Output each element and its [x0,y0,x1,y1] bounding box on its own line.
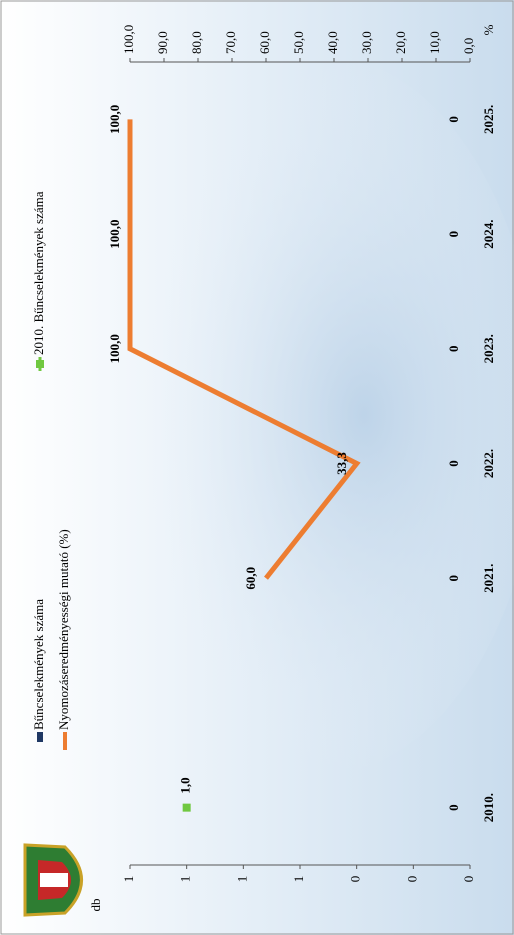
bar-value-label: 0 [446,804,461,811]
bar-value-label: 0 [446,460,461,467]
bar-value-label: 0 [446,116,461,123]
y2-tick-label: 100,0 [121,25,136,54]
y-tick-label: 1 [121,876,136,883]
bar-value-label: 0 [446,231,461,238]
marker-value-label: 1,0 [178,777,193,793]
line-value-label: 100,0 [107,219,122,248]
bar-value-label: 0 [446,575,461,582]
y2-tick-label: 20,0 [393,31,408,54]
logo [23,843,83,917]
y2-tick-label: 10,0 [427,31,442,54]
legend-label: Nyomozáseredményességi mutató (%) [56,529,71,730]
y2-tick-label: 70,0 [223,31,238,54]
background-image [100,55,514,775]
y2-tick-label: 50,0 [291,31,306,54]
legend-label: Bűncselekmények száma [31,599,46,730]
line-value-label: 60,0 [243,567,258,590]
y-tick-label: 1 [291,876,306,883]
bar-value-label: 0 [446,346,461,353]
y2-tick-label: 90,0 [155,31,170,54]
y-tick-label: 1 [234,876,249,883]
y2-tick-label: 40,0 [325,31,340,54]
x-tick-label: 2025. [481,105,496,134]
x-tick-label: 2022. [481,449,496,478]
line [127,119,361,580]
line-value-label: 100,0 [107,334,122,363]
x-tick-label: 2021. [481,564,496,593]
legend-swatch [37,732,43,742]
legend-swatch [36,360,44,368]
line-value-label: 100,0 [107,105,122,134]
y2-tick-label: 0,0 [461,38,476,54]
y2-tick-label: 30,0 [359,31,374,54]
legend-label: 2010. Bűncselekmények száma [31,191,46,355]
x-tick-label: 2024. [481,219,496,248]
y2-axis-title: % [481,24,496,35]
y-tick-label: 0 [461,876,476,883]
y-tick-label: 0 [404,876,419,883]
x-tick-label: 2023. [481,334,496,363]
y-tick-label: 1 [178,876,193,883]
y-tick-label: 0 [348,876,363,883]
y-axis-title: db [88,899,103,912]
y2-tick-label: 80,0 [189,31,204,54]
x-tick-label: 2010. [481,793,496,822]
line-value-label: 33,3 [334,452,349,475]
marker [182,803,191,812]
y2-tick-label: 60,0 [257,31,272,54]
